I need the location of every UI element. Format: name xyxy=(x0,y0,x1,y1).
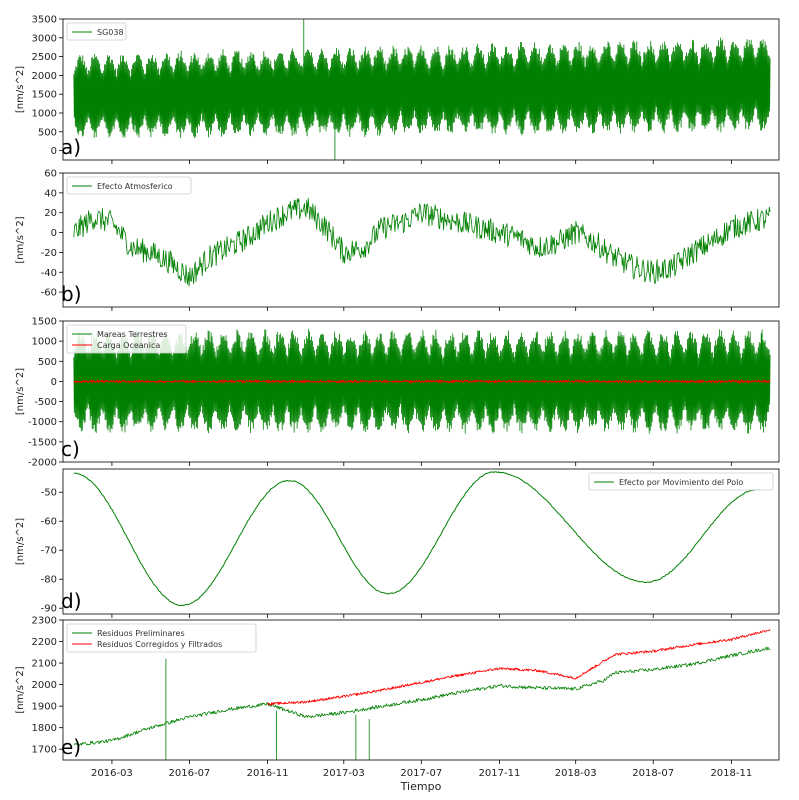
x-tick-label: 2016-11 xyxy=(247,768,289,779)
y-tick-label: 1800 xyxy=(32,723,57,734)
y-tick-label: -60 xyxy=(41,288,57,299)
x-tick-label: 2018-11 xyxy=(710,768,752,779)
y-tick-label: -1000 xyxy=(28,417,57,428)
y-tick-label: -60 xyxy=(41,517,57,528)
legend-entry: Residuos Corregidos y Filtrados xyxy=(97,640,222,649)
y-tick-label: -90 xyxy=(41,604,57,615)
y-tick-label: 1000 xyxy=(32,109,57,120)
panel-label: e) xyxy=(61,735,81,759)
y-tick-label: 1000 xyxy=(32,337,57,348)
legend: SG038 xyxy=(66,22,127,41)
y-tick-label: 2500 xyxy=(32,52,57,63)
y-tick-label: 1500 xyxy=(32,317,57,328)
y-tick-label: 3500 xyxy=(32,15,57,26)
axes-frame xyxy=(62,468,780,615)
legend-entry: Mareas Terrestres xyxy=(97,330,168,339)
y-tick-label: 2000 xyxy=(32,680,57,691)
x-tick-label: 2016-03 xyxy=(91,768,133,779)
legend-box xyxy=(66,324,187,354)
series-line-2 xyxy=(267,628,771,706)
panel-e: 1700 1800 1900 2000 2100 2200 2300 [nm/s^2] e) Re… xyxy=(15,616,780,793)
y-tick-label: 500 xyxy=(38,127,57,138)
plot-area xyxy=(73,471,760,607)
series-line-2 xyxy=(73,379,771,384)
legend-box xyxy=(66,176,192,195)
legend-entry: Carga Oceanica xyxy=(97,341,160,350)
plot-area xyxy=(73,328,771,434)
panel-label: b) xyxy=(61,282,82,306)
y-tick-label: 2100 xyxy=(32,659,57,670)
legend-entry: Efecto Atmosferico xyxy=(97,182,173,191)
legend: Efecto Atmosferico xyxy=(66,176,192,195)
series-line-1 xyxy=(73,198,771,287)
y-tick-label: 0 xyxy=(51,146,57,157)
y-tick-label: -70 xyxy=(41,546,57,557)
y-tick-label: 1700 xyxy=(32,745,57,756)
series-line-1 xyxy=(73,328,771,434)
panel-label: d) xyxy=(61,589,82,613)
y-axis-label: [nm/s^2] xyxy=(15,216,26,263)
series-line-1 xyxy=(73,37,771,139)
series-line-1 xyxy=(73,646,771,746)
x-tick-label: 2016-07 xyxy=(169,768,211,779)
legend: Efecto por Movimiento del Polo xyxy=(588,472,774,491)
y-axis-label: [nm/s^2] xyxy=(15,518,26,565)
x-tick-label: 2018-07 xyxy=(632,768,674,779)
panel-d: -90 -80 -70 -60 -50 [nm/s^2] d) Efecto por Movi… xyxy=(15,468,780,618)
legend-entry: Residuos Preliminares xyxy=(97,629,185,638)
x-tick-label: 2017-03 xyxy=(323,768,365,779)
y-tick-label: 40 xyxy=(44,188,57,199)
y-tick-label: -500 xyxy=(34,397,57,408)
x-tick-label: 2017-07 xyxy=(400,768,442,779)
y-tick-label: 1500 xyxy=(32,90,57,101)
y-tick-label: 0 xyxy=(51,377,57,388)
panel-label: a) xyxy=(61,135,81,159)
y-tick-label: 1900 xyxy=(32,702,57,713)
x-tick-label: 2017-11 xyxy=(479,768,521,779)
y-tick-label: 2300 xyxy=(32,616,57,627)
y-tick-label: 2000 xyxy=(32,71,57,82)
legend-entry: Efecto por Movimiento del Polo xyxy=(619,478,743,487)
legend-entry: SG038 xyxy=(97,28,124,37)
legend-box xyxy=(588,472,774,491)
x-axis-label: Tiempo xyxy=(400,780,442,793)
legend: Residuos Preliminares Residuos Corregidos… xyxy=(66,623,257,653)
y-axis-label: [nm/s^2] xyxy=(15,666,26,713)
y-tick-label: 20 xyxy=(44,208,57,219)
y-tick-label: -40 xyxy=(41,268,57,279)
y-tick-label: 500 xyxy=(38,357,57,368)
plot-area xyxy=(73,628,771,760)
plot-area xyxy=(73,19,771,160)
series-line-1 xyxy=(73,471,760,607)
y-axis-label: [nm/s^2] xyxy=(15,368,26,415)
legend-box xyxy=(66,623,257,653)
y-tick-label: -1500 xyxy=(28,437,57,448)
y-tick-label: -50 xyxy=(41,488,57,499)
legend-box xyxy=(66,22,127,41)
y-tick-label: 60 xyxy=(44,169,57,180)
plot-area xyxy=(73,198,771,287)
y-tick-label: -2000 xyxy=(28,458,57,469)
y-tick-label: 3000 xyxy=(32,33,57,44)
panel-b: -60 -40 -20 0 20 40 60 [nm/s^2] b) Efecto Atmosfe… xyxy=(15,169,780,311)
y-tick-label: 2200 xyxy=(32,637,57,648)
y-tick-label: -20 xyxy=(41,248,57,259)
panel-a: 0 500 1000 1500 2000 2500 3000 3500 [nm/s^2] a) SG… xyxy=(15,15,780,164)
y-axis-label: [nm/s^2] xyxy=(15,66,26,113)
panel-c: -2000 -1500 -1000 -500 0 500 1000 1500 [nm/s^2] c… xyxy=(15,317,780,469)
y-tick-label: 0 xyxy=(51,228,57,239)
y-tick-label: -80 xyxy=(41,575,57,586)
panel-label: c) xyxy=(61,437,80,461)
legend: Mareas Terrestres Carga Oceanica xyxy=(66,324,187,354)
x-tick-label: 2018-03 xyxy=(555,768,597,779)
